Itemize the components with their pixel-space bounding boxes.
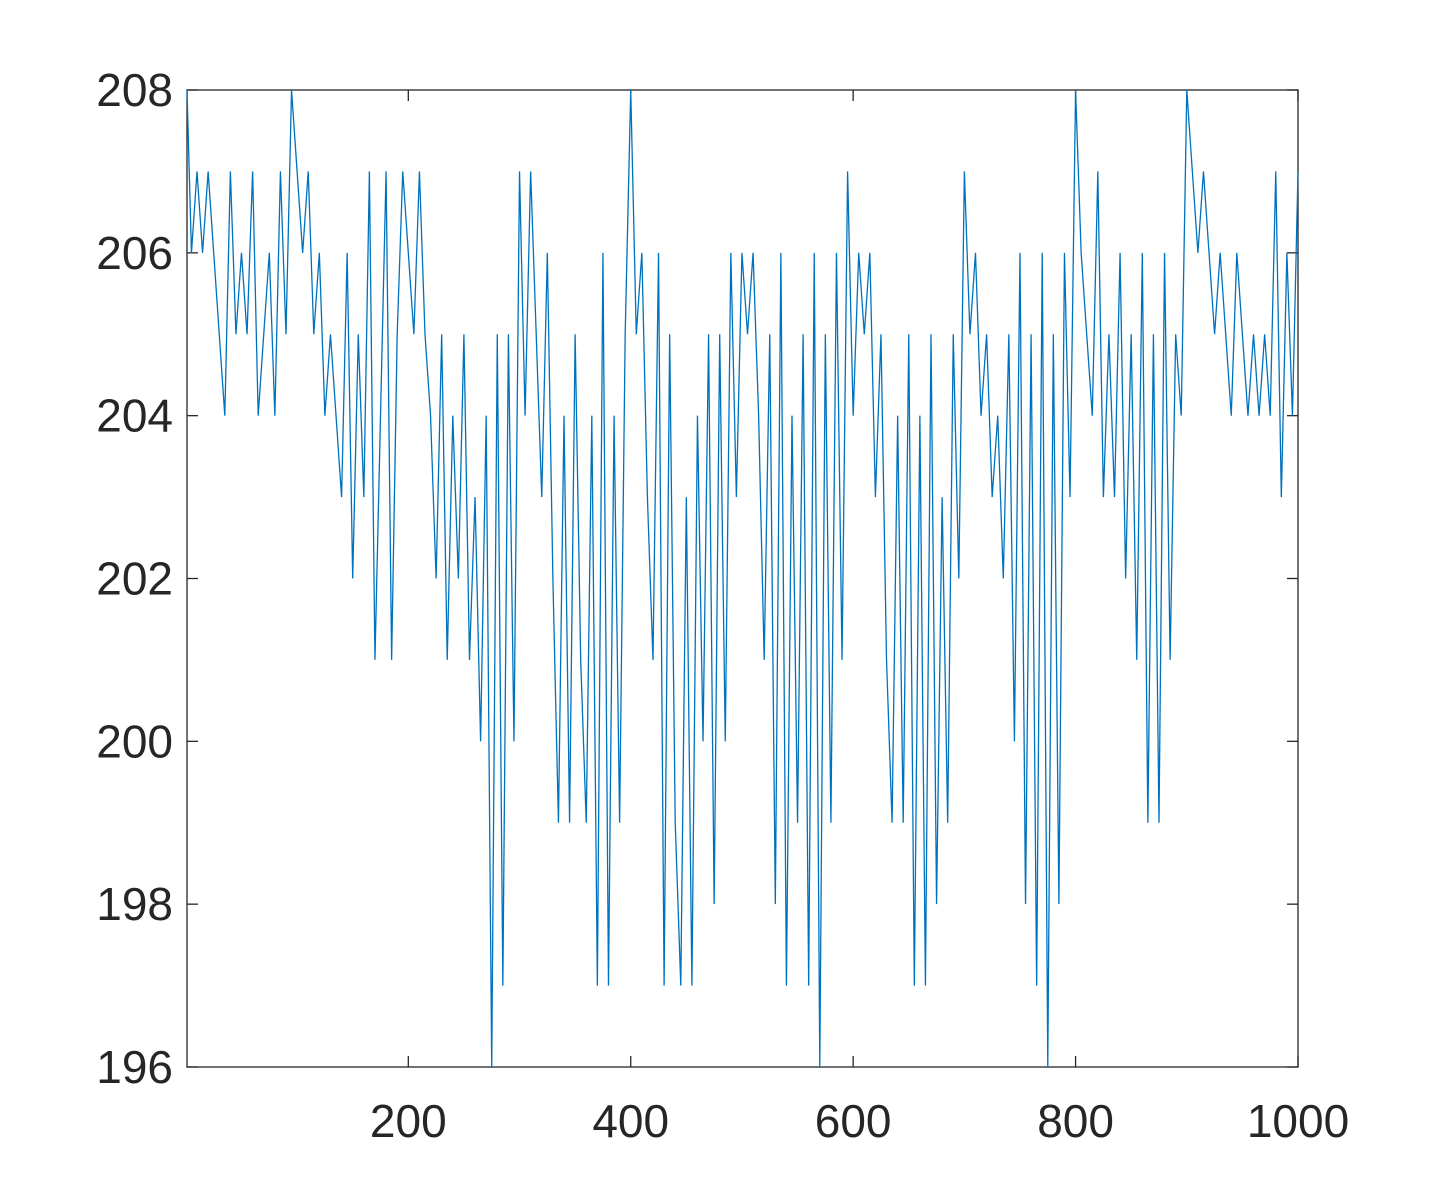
x-tick-label: 400 xyxy=(592,1095,669,1147)
x-tick-label: 800 xyxy=(1037,1095,1114,1147)
axes-box xyxy=(186,89,1299,1068)
data-line xyxy=(186,89,1299,1068)
y-tick-label: 202 xyxy=(96,553,173,605)
y-tick-label: 200 xyxy=(96,715,173,767)
y-tick-label: 206 xyxy=(96,227,173,279)
y-tick-label: 204 xyxy=(96,390,173,442)
y-tick-label: 208 xyxy=(96,64,173,116)
x-tick-label: 600 xyxy=(815,1095,892,1147)
x-tick-label: 1000 xyxy=(1247,1095,1349,1147)
x-tick-label: 200 xyxy=(370,1095,447,1147)
y-tick-label: 196 xyxy=(96,1041,173,1093)
y-tick-label: 198 xyxy=(96,878,173,930)
